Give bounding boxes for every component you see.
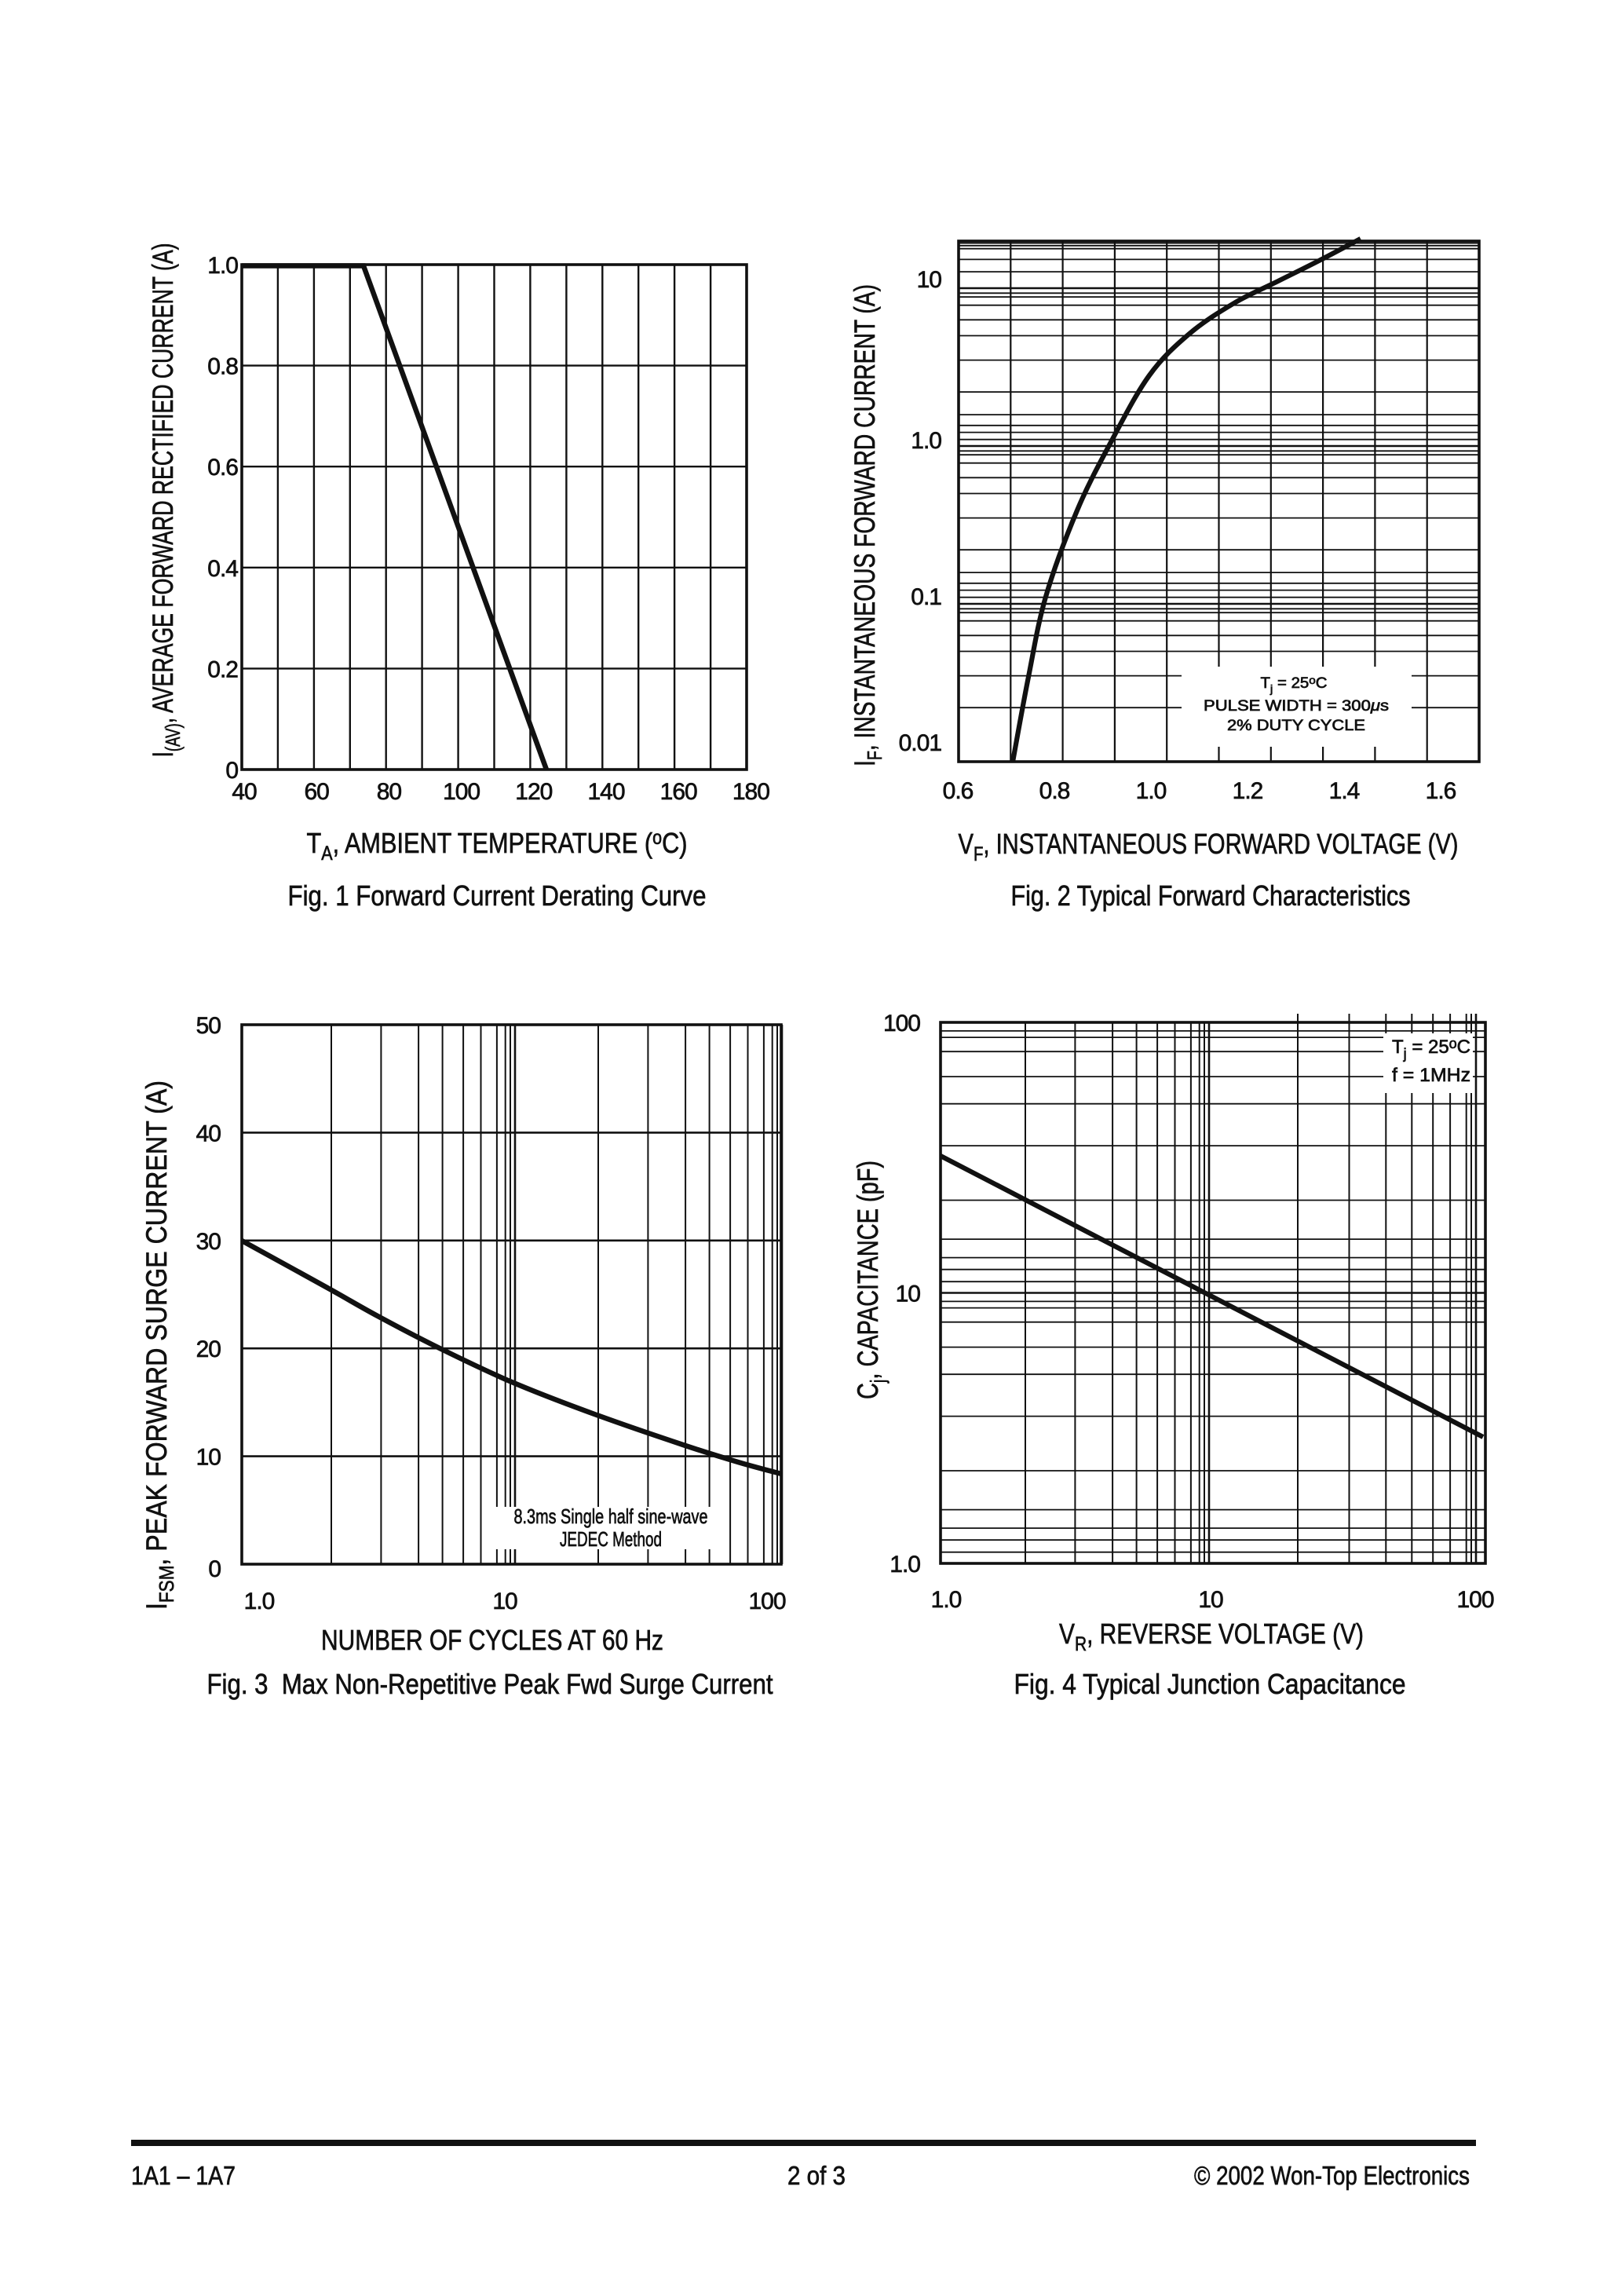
- svg-text:1.0: 1.0: [931, 1587, 962, 1613]
- svg-text:JEDEC Method: JEDEC Method: [560, 1527, 662, 1551]
- svg-text:10: 10: [1198, 1587, 1223, 1613]
- svg-text:0.6: 0.6: [943, 778, 974, 804]
- svg-text:1.0: 1.0: [207, 253, 238, 279]
- svg-text:f = 1MHz: f = 1MHz: [1392, 1065, 1470, 1086]
- svg-text:60: 60: [305, 779, 330, 805]
- svg-text:50: 50: [196, 1013, 221, 1039]
- svg-text:100: 100: [883, 1011, 920, 1036]
- svg-text:0.4: 0.4: [207, 556, 238, 582]
- svg-text:180: 180: [732, 779, 769, 805]
- svg-text:0.8: 0.8: [1039, 778, 1070, 804]
- svg-text:1.2: 1.2: [1233, 778, 1263, 804]
- svg-text:VF, INSTANTANEOUS FORWARD VOLT: VF, INSTANTANEOUS FORWARD VOLTAGE (V): [959, 828, 1459, 865]
- svg-text:10: 10: [196, 1445, 221, 1471]
- svg-text:20: 20: [196, 1336, 221, 1362]
- svg-text:40: 40: [196, 1121, 221, 1146]
- svg-text:0: 0: [208, 1556, 221, 1582]
- svg-text:160: 160: [660, 779, 697, 805]
- svg-text:VR, REVERSE VOLTAGE (V): VR, REVERSE VOLTAGE (V): [1059, 1618, 1364, 1655]
- svg-text:Fig. 4 Typical Junction Capaci: Fig. 4 Typical Junction Capacitance: [1014, 1668, 1406, 1700]
- svg-text:© 2002 Won-Top Electronics: © 2002 Won-Top Electronics: [1194, 2161, 1470, 2190]
- svg-text:0.8: 0.8: [207, 354, 238, 380]
- svg-text:1.0: 1.0: [1136, 778, 1167, 804]
- svg-text:Fig. 2 Typical Forward Charact: Fig. 2 Typical Forward Characteristics: [1011, 879, 1411, 912]
- svg-text:Cj, CAPACITANCE (pF): Cj, CAPACITANCE (pF): [852, 1161, 890, 1399]
- svg-text:0.1: 0.1: [911, 584, 941, 610]
- svg-text:I(AV), AVERAGE FORWARD RECTIFI: I(AV), AVERAGE FORWARD RECTIFIED CURRENT…: [147, 243, 184, 758]
- svg-text:2% DUTY CYCLE: 2% DUTY CYCLE: [1227, 718, 1365, 734]
- svg-text:IFSM, PEAK FORWARD SURGE CURRE: IFSM, PEAK FORWARD SURGE CURRENT (A): [141, 1080, 178, 1610]
- svg-text:1.4: 1.4: [1329, 778, 1360, 804]
- svg-text:1.0: 1.0: [911, 428, 941, 454]
- svg-text:140: 140: [587, 779, 624, 805]
- svg-text:1.0: 1.0: [244, 1589, 275, 1614]
- svg-text:40: 40: [232, 779, 257, 805]
- svg-text:0: 0: [225, 758, 238, 784]
- svg-text:IF, INSTANTANEOUS FORWARD CURR: IF, INSTANTANEOUS FORWARD CURRENT (A): [849, 284, 886, 766]
- svg-text:120: 120: [515, 779, 552, 805]
- svg-text:8.3ms Single half sine-wave: 8.3ms Single half sine-wave: [514, 1504, 708, 1528]
- svg-text:100: 100: [1456, 1587, 1493, 1613]
- svg-text:TA, AMBIENT TEMPERATURE (oC): TA, AMBIENT TEMPERATURE (oC): [307, 827, 688, 865]
- svg-text:10: 10: [896, 1281, 921, 1307]
- svg-text:0.2: 0.2: [207, 656, 238, 682]
- svg-text:80: 80: [377, 779, 402, 805]
- svg-text:30: 30: [196, 1229, 221, 1255]
- svg-text:100: 100: [443, 779, 480, 805]
- svg-text:1A1 – 1A7: 1A1 – 1A7: [131, 2161, 236, 2190]
- svg-text:100: 100: [748, 1589, 785, 1614]
- svg-text:2 of 3: 2 of 3: [787, 2161, 846, 2190]
- svg-text:Fig. 3 Max Non-Repetitive Pea: Fig. 3 Max Non-Repetitive Peak Fwd Surge…: [207, 1668, 773, 1700]
- svg-text:1.0: 1.0: [890, 1552, 920, 1578]
- svg-text:10: 10: [917, 267, 942, 293]
- svg-text:0.01: 0.01: [899, 730, 942, 756]
- svg-text:Fig. 1 Forward Current Deratin: Fig. 1 Forward Current Derating Curve: [288, 879, 707, 912]
- svg-text:0.6: 0.6: [207, 455, 238, 481]
- svg-text:NUMBER OF CYCLES AT 60 Hz: NUMBER OF CYCLES AT 60 Hz: [321, 1624, 663, 1656]
- svg-text:10: 10: [492, 1589, 517, 1614]
- svg-text:1.6: 1.6: [1426, 778, 1456, 804]
